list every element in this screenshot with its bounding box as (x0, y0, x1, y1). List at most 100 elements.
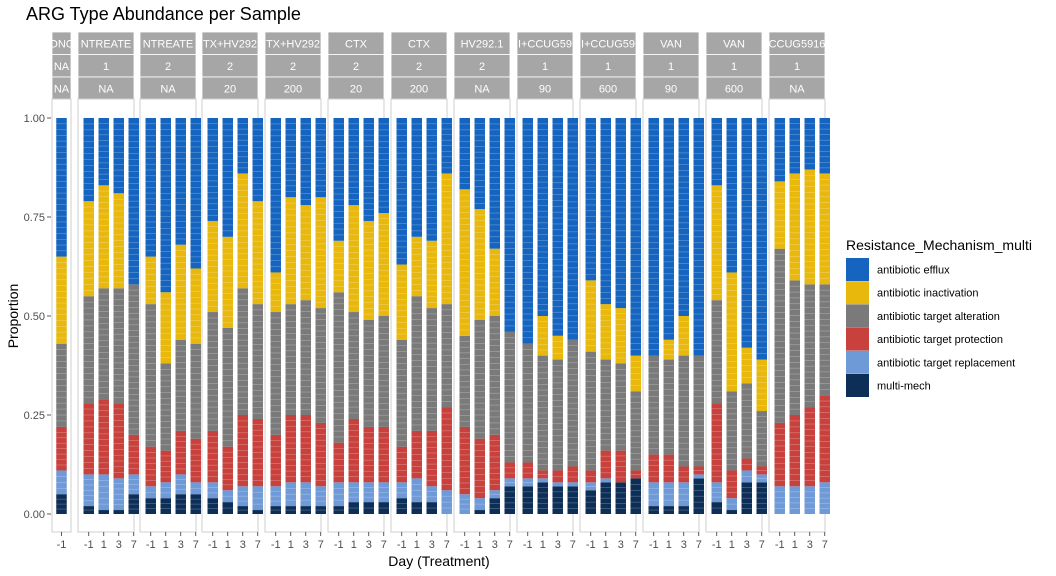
x-tick-label: 3 (807, 539, 813, 551)
x-tick-label: 3 (618, 539, 624, 551)
bar-segment (56, 118, 67, 257)
bar-segment (175, 430, 186, 475)
y-tick-label: 0.50 (24, 311, 45, 323)
x-tick-label: 7 (318, 539, 324, 551)
bar-segment (441, 490, 452, 514)
bar-segment (459, 426, 470, 495)
bar-segment (600, 482, 611, 514)
bar-segment (145, 498, 156, 514)
bar-segment (315, 197, 326, 309)
facet-panel: NTREATE 2 NA -1 1 3 7 (139, 31, 201, 551)
bar-segment (756, 474, 767, 483)
legend-label: antibiotic inactivation (877, 288, 979, 300)
bar-segment (237, 288, 248, 415)
bar-segment (741, 383, 752, 459)
bar-segment (489, 118, 500, 249)
bar-segment (426, 118, 437, 241)
facet-strip-label: NA (160, 84, 176, 96)
bar-segment (693, 466, 704, 475)
bar-segment (585, 482, 596, 491)
bar-segment (145, 304, 156, 447)
bar-segment (378, 482, 389, 503)
x-tick-label: 3 (681, 539, 687, 551)
bar-segment (252, 118, 263, 202)
bar-segment (600, 450, 611, 479)
facet-strip-label: CTX (345, 39, 368, 51)
bar-segment (774, 422, 785, 487)
x-tick-label: 7 (570, 539, 576, 551)
bar-segment (504, 118, 515, 332)
bar-segment (190, 494, 201, 514)
facet-strip-label: VAN (723, 39, 745, 51)
bar-segment (648, 355, 659, 455)
facet-panel: CTX 2 20 -1 1 3 7 (327, 31, 389, 551)
bar-segment (113, 193, 124, 289)
bar-segment (648, 506, 659, 514)
bar-segment (252, 510, 263, 514)
legend-key (846, 350, 869, 374)
x-tick-label: 7 (255, 539, 261, 551)
bar-segment (396, 446, 407, 483)
facet-strip-label: 1 (103, 61, 109, 73)
bar-segment (222, 236, 233, 328)
y-axis: 0.00 0.25 0.50 0.75 1.00 (24, 113, 51, 521)
bar-segment (426, 308, 437, 431)
bar-segment (459, 189, 470, 336)
bar-segment (160, 363, 171, 451)
bar-segment (522, 462, 533, 479)
bar-segment (285, 482, 296, 507)
bar-segment (474, 510, 485, 514)
bar-segment (600, 478, 611, 483)
bar-segment (474, 209, 485, 320)
x-tick-label: 1 (288, 539, 294, 551)
bar-segment (175, 339, 186, 431)
facet-strip-label: 200 (410, 84, 428, 96)
bar-segment (615, 482, 626, 514)
bar-segment (237, 173, 248, 289)
bar-segment (56, 494, 67, 514)
bar-segment (585, 118, 596, 281)
x-tick-label: 1 (477, 539, 483, 551)
bar-segment (160, 498, 171, 514)
bar-segment (630, 478, 641, 514)
bar-segment (128, 474, 139, 495)
bar-segment (98, 288, 109, 400)
bar-segment (222, 502, 233, 514)
bar-segment (678, 118, 689, 316)
bar-segment (56, 426, 67, 471)
facet-strip-label: NA (54, 84, 70, 96)
bar-segment (741, 482, 752, 514)
x-tick-label: 7 (131, 539, 137, 551)
facet-strip-label: 2 (416, 61, 422, 73)
x-tick-label: 1 (101, 539, 107, 551)
bar-segment (567, 118, 578, 340)
facet-strip-label: 1 (668, 61, 674, 73)
bar-segment (113, 403, 124, 479)
y-tick-label: 0.00 (24, 509, 45, 521)
bar-segment (411, 478, 422, 503)
bar-segment (474, 498, 485, 511)
bar-segment (315, 118, 326, 198)
bar-segment (270, 312, 281, 435)
bar-segment (175, 244, 186, 340)
bar-segment (819, 173, 830, 285)
bar-segment (333, 118, 344, 241)
bar-segment (741, 118, 752, 348)
bar-segment (552, 486, 563, 514)
bar-segment (190, 343, 201, 439)
x-tick-label: 3 (366, 539, 372, 551)
bar-segment (363, 118, 374, 221)
bar-segment (83, 403, 94, 475)
legend-key (846, 304, 869, 328)
bar-segment (789, 280, 800, 415)
bar-segment (678, 482, 689, 507)
bar-segment (693, 478, 704, 514)
bar-segment (663, 339, 674, 360)
bar-segment (145, 486, 156, 499)
bar-segment (285, 506, 296, 514)
bar-segment (270, 118, 281, 273)
bar-segment (207, 482, 218, 499)
bar-segment (145, 256, 156, 305)
